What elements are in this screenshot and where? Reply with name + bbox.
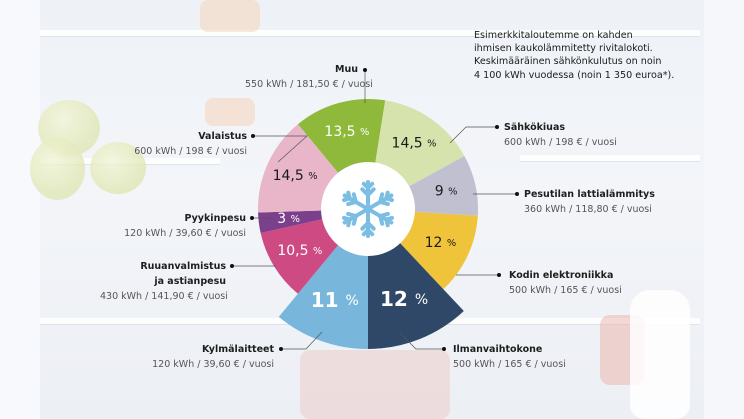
percentage-label: 3 % (277, 211, 300, 227)
label-valaistus: Valaistus 600 kWh / 198 € / vuosi (120, 129, 247, 159)
chart-segment-kodin-elektroniikka (399, 211, 478, 290)
label-value: 430 kWh / 141,90 € / vuosi (100, 291, 228, 302)
percentage-label: 13,5 % (324, 124, 369, 140)
label-ruuan: Ruuanvalmistus ja astianpesu 430 kWh / 1… (100, 259, 228, 304)
leader-lines (230, 68, 519, 351)
label-name: Kodin elektroniikka (509, 270, 614, 281)
label-value: 500 kWh / 165 € / vuosi (453, 359, 566, 370)
percentage-label: 10,5 % (277, 243, 322, 259)
chart-segment-sähkökiuas (375, 100, 465, 187)
chart-segment-muu (297, 99, 386, 174)
label-pyykki: Pyykinpesu 120 kWh / 39,60 € / vuosi (100, 211, 246, 241)
label-name: Sähkökiuas (504, 122, 566, 133)
label-value: 360 kWh / 118,80 € / vuosi (524, 204, 652, 215)
percentage-label: 11 % (311, 288, 359, 312)
percentage-label: 9 % (435, 184, 458, 200)
label-name: Ilmanvaihtokone (453, 344, 543, 355)
label-name: Kylmälaitteet (202, 344, 274, 355)
chart-segment-pesutilan-lattialämmitys (408, 156, 478, 216)
label-kodin: Kodin elektroniikka 500 kWh / 165 € / vu… (509, 268, 622, 298)
label-value: 550 kWh / 181,50 € / vuosi (245, 79, 373, 90)
label-value: 120 kWh / 39,60 € / vuosi (124, 228, 246, 239)
intro-line: Esimerkkitaloutemme on kahden (474, 30, 633, 41)
label-muu: Muu (240, 62, 358, 77)
label-sahkokiuas: Sähkökiuas 600 kWh / 198 € / vuosi (504, 120, 617, 150)
label-name: Pyykinpesu (184, 213, 246, 224)
chart-segment-ilmanvaihtokone (368, 242, 464, 349)
label-name: Muu (335, 64, 358, 75)
label-name: Ruuanvalmistus (140, 261, 226, 272)
percentage-label: 12 % (380, 287, 428, 311)
snowflake-icon (342, 180, 394, 238)
percentage-label: 14,5 % (273, 168, 318, 184)
label-name: ja astianpesu (154, 276, 226, 287)
chart-segment-valaistus (258, 124, 339, 213)
percentage-label: 12 % (425, 235, 457, 251)
label-ilmanvaihto: Ilmanvaihtokone 500 kWh / 165 € / vuosi (453, 342, 566, 372)
chart-segments (258, 99, 478, 349)
label-pesutilan: Pesutilan lattialämmitys 360 kWh / 118,8… (524, 187, 655, 217)
label-name: Pesutilan lattialämmitys (524, 189, 655, 200)
label-value: 600 kWh / 198 € / vuosi (134, 146, 247, 157)
chart-segment-pyykinpesu (258, 210, 324, 233)
intro-line: 4 100 kWh vuodessa (noin 1 350 euroa*). (474, 69, 675, 81)
intro-line: Keskimääräinen sähkönkulutus on noin (474, 56, 662, 68)
label-value: 500 kWh / 165 € / vuosi (509, 285, 622, 296)
label-value: 600 kWh / 198 € / vuosi (504, 137, 617, 148)
intro-text: Esimerkkitaloutemme on kahden ihmisen ka… (474, 29, 724, 82)
chart-segment-kylmälaitteet (278, 244, 368, 349)
label-kylma: Kylmälaitteet 120 kWh / 39,60 € / vuosi (150, 342, 274, 372)
intro-line: ihmisen kaukolämmitetty rivitalokoti. (474, 43, 653, 55)
label-value: 120 kWh / 39,60 € / vuosi (152, 359, 274, 370)
percentage-labels: 13,5 % 14,5 % 9 % 12 % 12 % 11 % 10,5 % 3 % 14,5… (273, 124, 458, 312)
label-muu-value: 550 kWh / 181,50 € / vuosi (245, 77, 373, 92)
label-name: Valaistus (198, 131, 247, 142)
percentage-label: 14,5 % (392, 136, 437, 152)
chart-segment-ruuanvalmistus-ja-astianpesu (260, 219, 339, 294)
